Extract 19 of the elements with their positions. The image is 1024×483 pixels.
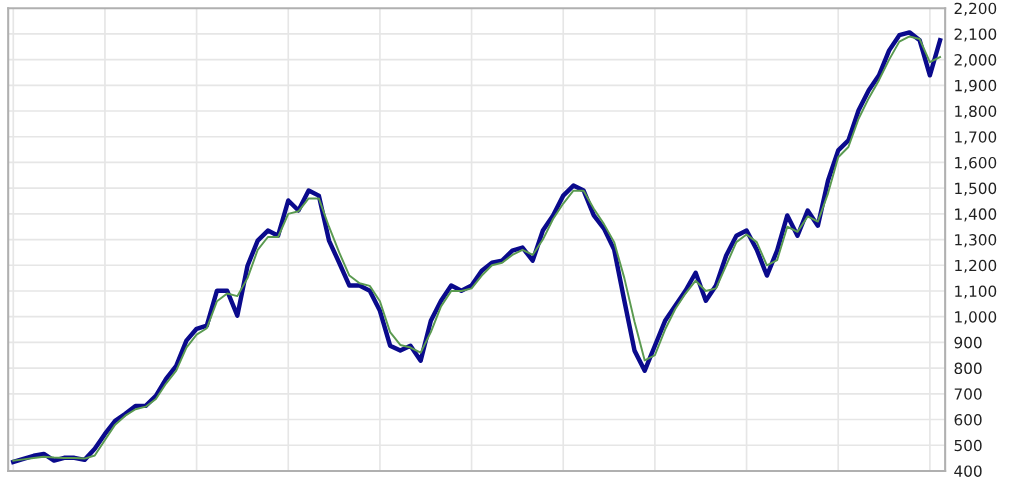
y-tick-label: 1,200: [955, 259, 997, 273]
y-tick-label: 1,000: [955, 311, 997, 325]
y-tick-label: 1,100: [955, 285, 997, 299]
y-tick-label: 2,200: [954, 2, 997, 16]
y-tick-label: 1,900: [955, 79, 997, 93]
y-tick-label: 900: [954, 336, 982, 349]
y-tick-label: 700: [954, 388, 982, 400]
y-tick-label: 1,500: [955, 182, 997, 196]
y-tick-label: 1,800: [955, 105, 997, 119]
y-tick-label: 1,700: [955, 131, 997, 145]
y-tick-label: 2,000: [954, 54, 997, 68]
y-tick-label: 1,300: [955, 234, 997, 248]
y-tick-label: 400: [954, 465, 982, 477]
y-tick-label: 500: [954, 439, 982, 452]
y-tick-label: 2,100: [954, 28, 997, 42]
y-tick-label: 1,400: [955, 208, 997, 222]
y-tick-label: 1,600: [955, 156, 997, 171]
y-tick-label: 600: [954, 413, 982, 426]
y-tick-label: 800: [954, 362, 982, 375]
